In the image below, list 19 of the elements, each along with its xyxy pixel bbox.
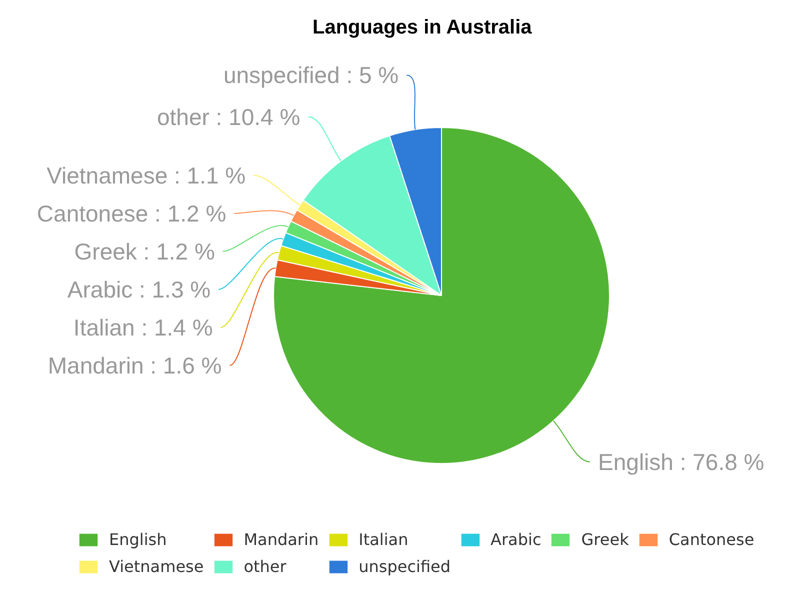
legend-label: Italian [358,529,408,549]
legend-label: Greek [581,529,629,549]
data-label: English : 76.8 % [598,448,764,475]
data-label: Vietnamese : 1.1 % [46,162,246,188]
legend-label: English [109,529,167,549]
data-label: Cantonese : 1.2 % [36,200,226,226]
chart-title: Languages in Australia [312,16,533,38]
data-label: Mandarin : 1.6 % [48,352,222,378]
data-label: unspecified : 5 % [223,62,399,88]
legend-label: Mandarin [244,529,319,549]
legend-label: other [244,556,286,576]
data-label: Arabic : 1.3 % [67,276,211,302]
data-label: Greek : 1.2 % [74,238,215,264]
legend-label: Vietnamese [109,556,204,576]
legend-label: Arabic [490,529,542,549]
legend-label: unspecified [358,556,451,576]
data-label: other : 10.4 % [156,104,300,130]
data-label: Italian : 1.4 % [73,314,213,340]
legend-label: Cantonese [668,529,754,549]
